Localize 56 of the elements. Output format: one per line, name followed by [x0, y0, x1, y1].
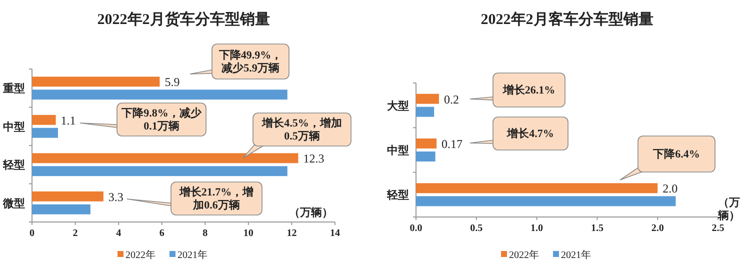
y-tick-label: 微型	[2, 196, 25, 210]
data-label: 3.3	[108, 190, 124, 204]
x-axis-title: （万辆）	[289, 206, 333, 219]
x-axis-title: （万辆）	[717, 197, 740, 222]
legend-label: 2022年	[509, 249, 539, 261]
x-tick-label: 12	[286, 228, 297, 239]
data-label: 5.9	[164, 75, 180, 90]
bar	[416, 196, 676, 206]
bar	[32, 90, 288, 100]
x-tick-label: 6	[159, 228, 164, 239]
annotation: 下降6.4%	[652, 148, 700, 160]
annotation: 增长4.5%，增加0.5万辆	[261, 116, 342, 142]
x-tick-label: 2	[72, 228, 78, 239]
bar	[416, 152, 436, 162]
bar	[416, 183, 658, 194]
legend-label: 2021年	[178, 249, 208, 261]
data-label: 0.2	[444, 92, 459, 106]
data-label: 1.1	[60, 113, 76, 128]
bar	[416, 138, 437, 148]
x-tick-label: 8	[202, 228, 208, 239]
bar	[32, 128, 58, 138]
x-tick-label: 0	[30, 228, 34, 239]
title: 2022年2月货车分车型销量	[97, 12, 270, 28]
y-tick-label: 轻型	[386, 188, 409, 202]
annotation: 下降49.9%，减少5.9万辆	[218, 48, 282, 74]
x-tick-label: 0.0	[410, 223, 422, 234]
x-tick-label: 2.5	[712, 223, 724, 234]
legend-label: 2022年	[126, 249, 156, 261]
y-tick-label: 大型	[387, 99, 409, 112]
annotation: 下降9.8%，减少0.1万辆	[120, 106, 202, 132]
legend-label: 2021年	[561, 249, 591, 261]
x-tick-label: 14	[330, 228, 340, 239]
x-tick-label: 4	[116, 228, 122, 239]
x-tick-label: 2.0	[651, 223, 664, 234]
bar	[32, 191, 104, 202]
y-tick-label: 中型	[3, 120, 25, 134]
data-label: 0.17	[442, 137, 463, 151]
y-tick-label: 重型	[2, 82, 25, 96]
bar	[32, 76, 160, 87]
x-tick-label: 10	[243, 228, 254, 239]
bar	[32, 166, 288, 176]
x-tick-label: 1.5	[590, 223, 604, 234]
annotation: 增长21.7%，增加0.6万辆	[178, 186, 254, 212]
bar	[416, 94, 439, 104]
bar	[32, 204, 90, 214]
x-tick-label: 0.5	[470, 223, 483, 234]
y-tick-label: 轻型	[2, 158, 25, 172]
data-label: 2.0	[662, 182, 678, 196]
data-label: 12.3	[303, 152, 324, 166]
title: 2022年2月客车分车型销量	[480, 12, 654, 28]
annotation: 增长26.1%	[502, 84, 556, 96]
annotation: 增长4.7%	[506, 127, 554, 140]
bar	[416, 106, 434, 117]
x-tick-label: 1.0	[530, 223, 544, 234]
y-tick-label: 中型	[387, 144, 409, 157]
bar	[32, 114, 56, 125]
